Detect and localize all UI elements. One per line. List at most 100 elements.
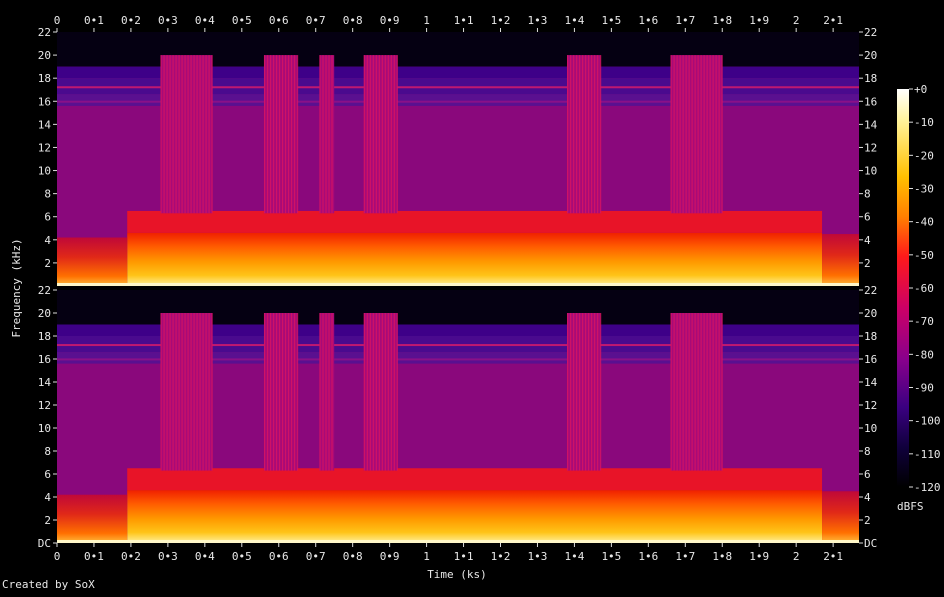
- colorbar-tick-10: -100: [914, 415, 941, 428]
- y-tick-right-2-5: 12: [864, 399, 877, 412]
- burst-5: [567, 55, 602, 214]
- y-tick-left-2-2: 18: [38, 330, 51, 343]
- y-tick-left-2-3: 16: [38, 353, 51, 366]
- burst-4: [363, 55, 398, 214]
- x-tick-bottom-0: 0: [54, 550, 61, 563]
- y-tick-left-2-9: 4: [44, 491, 51, 504]
- y-tick-right-1-7: 8: [864, 188, 871, 201]
- low-band: [127, 232, 823, 286]
- y-tick-right-2-3: 16: [864, 353, 877, 366]
- x-tick-top-8: 0•8: [343, 14, 363, 27]
- line-16k: [57, 100, 859, 103]
- y-tick-right-1-5: 12: [864, 141, 877, 154]
- y-tick-left-2-11: DC: [38, 537, 51, 550]
- burst-4: [363, 313, 398, 471]
- outro-low-band: [822, 234, 859, 286]
- colorbar-gradient: [897, 89, 909, 487]
- y-tick-left-2-7: 8: [44, 445, 51, 458]
- y-tick-right-2-10: 2: [864, 514, 871, 527]
- y-tick-right-1-3: 16: [864, 95, 877, 108]
- x-tick-top-14: 1•4: [564, 14, 584, 27]
- x-tick-bottom-14: 1•4: [564, 550, 584, 563]
- x-tick-top-0: 0: [54, 14, 61, 27]
- burst-5: [567, 313, 602, 471]
- x-tick-bottom-16: 1•6: [638, 550, 658, 563]
- colorbar-tick-12: -120: [914, 481, 941, 494]
- burst-1: [160, 55, 213, 214]
- burst-3: [319, 55, 335, 214]
- x-tick-bottom-20: 2: [793, 550, 800, 563]
- mid-band: [127, 210, 823, 233]
- x-tick-top-1: 0•1: [84, 14, 104, 27]
- y-tick-left-1-5: 12: [38, 141, 51, 154]
- y-tick-left-2-1: 20: [38, 307, 51, 320]
- outro-low-band: [822, 491, 859, 543]
- intro-low-band: [57, 494, 128, 543]
- x-tick-bottom-9: 0•9: [380, 550, 400, 563]
- y-tick-right-1-9: 4: [864, 234, 871, 247]
- x-tick-bottom-19: 1•9: [749, 550, 769, 563]
- line-17k: [57, 86, 859, 89]
- burst-2: [263, 313, 299, 471]
- y-tick-right-1-8: 6: [864, 211, 871, 224]
- x-tick-bottom-21: 2•1: [823, 550, 843, 563]
- y-tick-left-1-10: 2: [44, 257, 51, 270]
- x-axis-label: Time (ks): [427, 568, 487, 581]
- x-tick-bottom-10: 1: [423, 550, 430, 563]
- y-tick-left-1-6: 10: [38, 165, 51, 178]
- band-19k: [57, 324, 859, 336]
- x-tick-bottom-2: 0•2: [121, 550, 141, 563]
- colorbar-tick-11: -110: [914, 448, 941, 461]
- y-tick-right-2-8: 6: [864, 468, 871, 481]
- line-16k: [57, 358, 859, 361]
- y-tick-right-1-1: 20: [864, 49, 877, 62]
- x-tick-top-19: 1•9: [749, 14, 769, 27]
- burst-3: [319, 313, 335, 471]
- x-tick-top-9: 0•9: [380, 14, 400, 27]
- x-tick-top-2: 0•2: [121, 14, 141, 27]
- x-tick-top-20: 2: [793, 14, 800, 27]
- band-19k: [57, 66, 859, 79]
- colorbar-tick-3: -30: [914, 183, 934, 196]
- line-17k: [57, 344, 859, 347]
- x-tick-top-15: 1•5: [601, 14, 621, 27]
- x-tick-bottom-18: 1•8: [712, 550, 732, 563]
- burst-6: [670, 313, 723, 471]
- y-tick-left-1-2: 18: [38, 72, 51, 85]
- y-tick-left-1-7: 8: [44, 188, 51, 201]
- colorbar-tick-5: -50: [914, 249, 934, 262]
- colorbar-tick-1: -10: [914, 116, 934, 129]
- y-tick-right-1-2: 18: [864, 72, 877, 85]
- dc-line: [57, 283, 859, 286]
- burst-6: [670, 55, 723, 214]
- y-tick-right-1-6: 10: [864, 165, 877, 178]
- colorbar-label: dBFS: [897, 500, 924, 513]
- y-tick-left-1-3: 16: [38, 95, 51, 108]
- x-tick-top-10: 1: [423, 14, 430, 27]
- y-tick-right-2-1: 20: [864, 307, 877, 320]
- x-tick-top-21: 2•1: [823, 14, 843, 27]
- y-tick-right-2-11: DC: [864, 537, 877, 550]
- low-band: [127, 490, 823, 543]
- y-tick-left-1-4: 14: [38, 118, 52, 131]
- intro-low-band: [57, 237, 128, 286]
- x-tick-top-12: 1•2: [491, 14, 511, 27]
- x-tick-bottom-13: 1•3: [528, 550, 548, 563]
- y-tick-right-2-4: 14: [864, 376, 878, 389]
- x-tick-top-13: 1•3: [528, 14, 548, 27]
- x-tick-bottom-11: 1•1: [454, 550, 474, 563]
- colorbar-tick-0: +0: [914, 83, 927, 96]
- y-tick-left-1-9: 4: [44, 234, 51, 247]
- colorbar-tick-6: -60: [914, 282, 934, 295]
- mid-band: [127, 468, 823, 491]
- x-tick-bottom-4: 0•4: [195, 550, 215, 563]
- x-tick-bottom-5: 0•5: [232, 550, 252, 563]
- x-tick-bottom-8: 0•8: [343, 550, 363, 563]
- x-tick-bottom-17: 1•7: [675, 550, 695, 563]
- x-tick-top-5: 0•5: [232, 14, 252, 27]
- y-tick-right-1-4: 14: [864, 118, 878, 131]
- x-tick-top-6: 0•6: [269, 14, 289, 27]
- spectrogram-panels: [57, 32, 859, 543]
- created-by-label: Created by SoX: [2, 578, 95, 591]
